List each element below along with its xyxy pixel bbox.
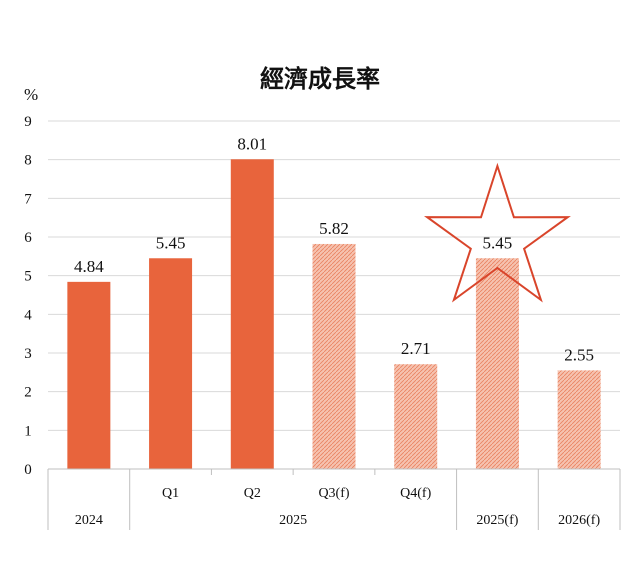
data-label: 2.55 — [564, 345, 594, 364]
x-group-label: 2024 — [75, 513, 103, 528]
bar — [475, 258, 519, 469]
bar — [557, 370, 601, 469]
data-labels: 4.84 5.45 8.01 5.82 2.71 5.45 2.55 — [74, 134, 594, 364]
x-tick-label: Q1 — [162, 486, 179, 501]
x-group-label: 2026(f) — [558, 513, 600, 528]
x-group-label: 2025(f) — [476, 513, 518, 528]
x-axis: Q1 Q2 Q3(f) Q4(f) 2024 2025 2025(f) 2026(f) — [47, 468, 621, 530]
y-tick-label: 2 — [24, 385, 32, 401]
data-label: 5.45 — [483, 233, 513, 252]
star-icon — [423, 162, 571, 303]
y-axis-ticks: 0 1 2 3 4 5 6 7 8 9 — [24, 114, 32, 478]
y-tick-label: 0 — [24, 462, 32, 478]
y-tick-label: 4 — [24, 307, 32, 323]
x-tick-label: Q4(f) — [400, 486, 431, 501]
x-tick-label: Q3(f) — [318, 486, 349, 501]
bar — [230, 159, 274, 469]
y-tick-label: 9 — [24, 114, 32, 130]
data-label: 8.01 — [237, 134, 267, 153]
chart-title: 經濟成長率 — [260, 65, 380, 93]
highlight-star — [423, 162, 571, 303]
x-tick-label: Q2 — [244, 486, 261, 501]
x-group-label: 2025 — [279, 513, 307, 528]
bar — [67, 281, 111, 469]
y-tick-label: 5 — [24, 269, 32, 285]
y-tick-label: 8 — [24, 153, 32, 169]
y-tick-label: 7 — [24, 191, 32, 207]
y-tick-label: 6 — [24, 230, 32, 246]
data-label: 4.84 — [74, 257, 104, 276]
data-label: 2.71 — [401, 339, 431, 358]
y-tick-label: 3 — [24, 346, 32, 362]
data-label: 5.45 — [156, 233, 186, 252]
bar — [394, 364, 438, 469]
data-label: 5.82 — [319, 219, 349, 238]
y-axis-unit: % — [24, 85, 38, 104]
bar — [312, 243, 356, 469]
y-tick-label: 1 — [24, 423, 32, 439]
bars — [67, 159, 601, 469]
bar — [149, 258, 193, 469]
